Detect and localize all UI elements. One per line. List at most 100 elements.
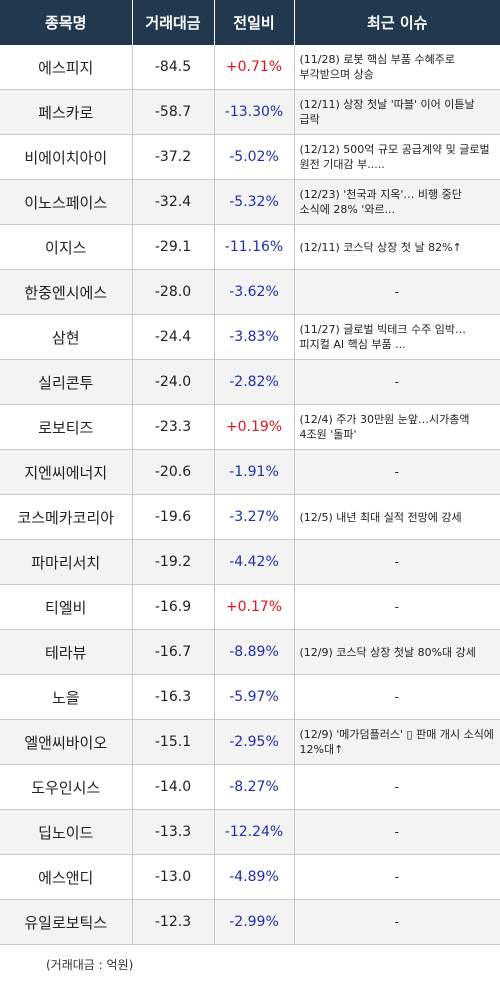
recent-issue-cell: - xyxy=(294,809,500,855)
stock-table: 종목명 거래대금 전일비 최근 이슈 에스피지 -84.5 +0.71% (11/28… xyxy=(0,0,500,945)
price-change: -2.82% xyxy=(214,359,295,405)
price-change: -2.99% xyxy=(214,899,295,945)
trade-amount: -37.2 xyxy=(132,134,215,180)
price-change: +0.17% xyxy=(214,584,295,630)
table-row: 에스앤디 -13.0 -4.89% - xyxy=(0,854,500,900)
stock-name: 한중엔시에스 xyxy=(0,269,133,315)
recent-issue-cell: - xyxy=(294,674,500,720)
column-header-issue: 최근 이슈 xyxy=(294,0,500,45)
table-row: 엘앤씨바이오 -15.1 -2.95% (12/9) '메가덤플러스' ▯ 판매 개시… xyxy=(0,719,500,765)
recent-issue-cell: (12/12) 500억 규모 공급계약 및 글로벌 원전 기대감 부..... xyxy=(294,134,500,180)
stock-name: 지엔씨에너지 xyxy=(0,449,133,495)
unit-footnote: (거래대금 : 억원) xyxy=(46,958,134,972)
trade-amount: -29.1 xyxy=(132,224,215,270)
recent-issue-text: - xyxy=(394,869,399,884)
table-row: 코스메카코리아 -19.6 -3.27% (12/5) 내년 최대 실적 전망에 강세 xyxy=(0,494,500,540)
trade-amount: -19.2 xyxy=(132,539,215,585)
stock-name: 삼현 xyxy=(0,314,133,360)
recent-issue-text: (12/23) '천국과 지옥'… 비행 중단 소식에 28% '와르... xyxy=(299,188,462,216)
price-change: -2.95% xyxy=(214,719,295,765)
stock-name: 이노스페이스 xyxy=(0,179,133,225)
table-row: 이노스페이스 -32.4 -5.32% (12/23) '천국과 지옥'… 비행 중단… xyxy=(0,179,500,225)
table-row: 이지스 -29.1 -11.16% (12/11) 코스닥 상장 첫 날 82%↑ xyxy=(0,224,500,270)
recent-issue-text: - xyxy=(394,284,399,299)
recent-issue-cell: (12/9) '메가덤플러스' ▯ 판매 개시 소식에 12%대↑ xyxy=(294,719,500,765)
trade-amount: -32.4 xyxy=(132,179,215,225)
price-change: +0.71% xyxy=(214,45,295,90)
recent-issue-cell: (12/9) 코스닥 상장 첫날 80%대 강세 xyxy=(294,629,500,675)
recent-issue-cell: (12/23) '천국과 지옥'… 비행 중단 소식에 28% '와르... xyxy=(294,179,500,225)
stock-name: 도우인시스 xyxy=(0,764,133,810)
price-change: -5.32% xyxy=(214,179,295,225)
price-change: -3.83% xyxy=(214,314,295,360)
price-change: -13.30% xyxy=(214,89,295,135)
price-change: -11.16% xyxy=(214,224,295,270)
table-row: 페스카로 -58.7 -13.30% (12/11) 상장 첫날 '따블' 이어 이튿… xyxy=(0,89,500,135)
price-change: -3.62% xyxy=(214,269,295,315)
stock-name: 로보티즈 xyxy=(0,404,133,450)
table-row: 비에이치아이 -37.2 -5.02% (12/12) 500억 규모 공급계약 및 … xyxy=(0,134,500,180)
price-change: -4.89% xyxy=(214,854,295,900)
recent-issue-text: - xyxy=(394,824,399,839)
trade-amount: -13.0 xyxy=(132,854,215,900)
trade-amount: -15.1 xyxy=(132,719,215,765)
table-row: 도우인시스 -14.0 -8.27% - xyxy=(0,764,500,810)
price-change: -8.27% xyxy=(214,764,295,810)
recent-issue-text: - xyxy=(394,599,399,614)
recent-issue-text: (12/12) 500억 규모 공급계약 및 글로벌 원전 기대감 부..... xyxy=(299,143,490,171)
trade-amount: -16.9 xyxy=(132,584,215,630)
stock-name: 엘앤씨바이오 xyxy=(0,719,133,765)
stock-name: 페스카로 xyxy=(0,89,133,135)
trade-amount: -16.3 xyxy=(132,674,215,720)
table-body: 에스피지 -84.5 +0.71% (11/28) 로봇 핵심 부품 수혜주로 부각받… xyxy=(0,45,500,945)
trade-amount: -20.6 xyxy=(132,449,215,495)
table-row: 에스피지 -84.5 +0.71% (11/28) 로봇 핵심 부품 수혜주로 부각받… xyxy=(0,45,500,90)
recent-issue-cell: - xyxy=(294,359,500,405)
trade-amount: -23.3 xyxy=(132,404,215,450)
trade-amount: -84.5 xyxy=(132,45,215,90)
recent-issue-cell: (12/11) 코스닥 상장 첫 날 82%↑ xyxy=(294,224,500,270)
recent-issue-text: (11/27) 글로벌 빅테크 수주 임박…피지컬 AI 핵심 부품 ... xyxy=(299,323,466,351)
recent-issue-cell: (12/11) 상장 첫날 '따블' 이어 이튿날 급락 xyxy=(294,89,500,135)
recent-issue-cell: - xyxy=(294,269,500,315)
stock-name: 테라뷰 xyxy=(0,629,133,675)
price-change: -8.89% xyxy=(214,629,295,675)
stock-name: 파마리서치 xyxy=(0,539,133,585)
recent-issue-text: - xyxy=(394,779,399,794)
price-change: -5.97% xyxy=(214,674,295,720)
recent-issue-text: (12/9) 코스닥 상장 첫날 80%대 강세 xyxy=(299,645,476,659)
table-row: 실리콘투 -24.0 -2.82% - xyxy=(0,359,500,405)
recent-issue-cell: - xyxy=(294,764,500,810)
trade-amount: -24.0 xyxy=(132,359,215,405)
recent-issue-cell: (12/5) 내년 최대 실적 전망에 강세 xyxy=(294,494,500,540)
table-row: 유일로보틱스 -12.3 -2.99% - xyxy=(0,899,500,945)
recent-issue-text: (12/11) 상장 첫날 '따블' 이어 이튿날 급락 xyxy=(299,98,475,126)
table-row: 딥노이드 -13.3 -12.24% - xyxy=(0,809,500,855)
table-header-row: 종목명 거래대금 전일비 최근 이슈 xyxy=(0,0,500,45)
stock-name: 이지스 xyxy=(0,224,133,270)
recent-issue-cell: (11/27) 글로벌 빅테크 수주 임박…피지컬 AI 핵심 부품 ... xyxy=(294,314,500,360)
stock-name: 코스메카코리아 xyxy=(0,494,133,540)
recent-issue-text: (12/4) 주가 30만원 눈앞…시가총액 4조원 '돌파' xyxy=(299,413,470,441)
price-change: -1.91% xyxy=(214,449,295,495)
stock-name: 에스앤디 xyxy=(0,854,133,900)
recent-issue-cell: - xyxy=(294,854,500,900)
recent-issue-text: - xyxy=(394,689,399,704)
price-change: +0.19% xyxy=(214,404,295,450)
table-row: 로보티즈 -23.3 +0.19% (12/4) 주가 30만원 눈앞…시가총액 4조… xyxy=(0,404,500,450)
recent-issue-text: (12/11) 코스닥 상장 첫 날 82%↑ xyxy=(299,240,462,254)
recent-issue-text: - xyxy=(394,464,399,479)
table-row: 한중엔시에스 -28.0 -3.62% - xyxy=(0,269,500,315)
trade-amount: -28.0 xyxy=(132,269,215,315)
stock-name: 노을 xyxy=(0,674,133,720)
stock-name: 딥노이드 xyxy=(0,809,133,855)
price-change: -5.02% xyxy=(214,134,295,180)
trade-amount: -16.7 xyxy=(132,629,215,675)
column-header-name: 종목명 xyxy=(0,0,133,45)
price-change: -3.27% xyxy=(214,494,295,540)
table-row: 파마리서치 -19.2 -4.42% - xyxy=(0,539,500,585)
stock-name: 실리콘투 xyxy=(0,359,133,405)
recent-issue-cell: - xyxy=(294,584,500,630)
column-header-amount: 거래대금 xyxy=(132,0,215,45)
recent-issue-text: - xyxy=(394,554,399,569)
